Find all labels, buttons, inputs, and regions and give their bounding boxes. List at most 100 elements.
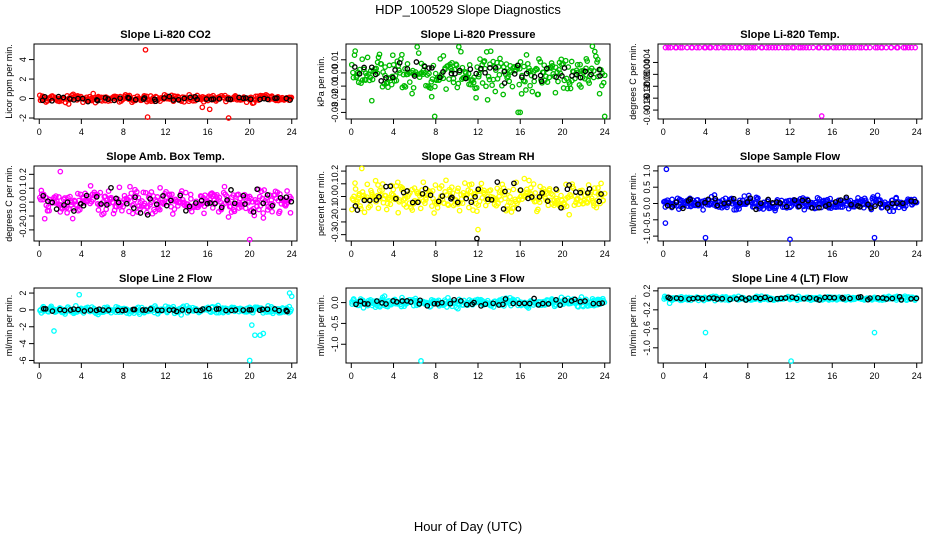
data-point <box>374 298 380 304</box>
data-point <box>799 197 806 204</box>
data-point <box>152 208 159 215</box>
data-point <box>415 199 421 206</box>
data-point <box>443 86 449 92</box>
data-point <box>393 195 399 202</box>
data-point <box>260 215 267 221</box>
data-point <box>454 188 461 194</box>
data-point <box>830 44 837 51</box>
y-tick-label: 2 <box>18 77 28 82</box>
data-point <box>453 62 460 69</box>
data-point <box>387 183 394 190</box>
data-point <box>260 330 267 337</box>
data-point <box>94 97 101 104</box>
y-tick-label: 4 <box>18 57 28 62</box>
y-axis-label: percent per min. <box>316 171 326 236</box>
data-point <box>94 97 100 103</box>
data-point <box>494 179 501 185</box>
data-point <box>57 168 64 175</box>
data-point <box>147 196 153 202</box>
data-point <box>474 208 480 215</box>
data-point <box>49 97 55 104</box>
panel-title: Slope Sample Flow <box>740 151 841 163</box>
data-point <box>409 199 416 206</box>
data-point <box>218 204 225 211</box>
x-tick-label: 16 <box>203 371 213 381</box>
data-point <box>758 200 764 207</box>
data-point <box>537 72 544 79</box>
data-point <box>154 194 161 200</box>
x-tick-label: 4 <box>79 371 84 381</box>
y-tick-label: 0.5 <box>642 181 652 194</box>
panel-title: Slope Line 2 Flow <box>119 273 212 285</box>
data-point <box>133 189 140 195</box>
data-point <box>601 190 608 197</box>
data-point <box>437 55 444 62</box>
data-point <box>358 165 365 172</box>
data-point <box>492 88 499 95</box>
data-point <box>49 199 56 206</box>
data-point <box>570 185 577 192</box>
data-point <box>905 44 912 51</box>
data-point <box>498 60 504 67</box>
data-point <box>867 44 873 51</box>
x-tick-label: 4 <box>391 249 396 259</box>
series-minute <box>37 290 295 364</box>
x-tick-label: 24 <box>912 127 922 137</box>
data-point <box>747 44 754 51</box>
y-tick-label: -0.02 <box>330 89 340 110</box>
data-point <box>209 205 216 211</box>
x-tick-label: 4 <box>703 249 708 259</box>
data-point <box>476 71 482 78</box>
data-point <box>482 301 489 308</box>
x-tick-label: 16 <box>203 127 213 137</box>
data-point <box>225 214 232 220</box>
x-tick-label: 24 <box>600 127 610 137</box>
data-point <box>376 187 383 194</box>
x-tick-label: 4 <box>391 371 396 381</box>
data-point <box>471 299 477 306</box>
data-point <box>152 98 159 105</box>
y-axis-label: ml/min per min. <box>316 295 326 357</box>
data-point <box>808 205 815 211</box>
data-point <box>856 44 863 51</box>
data-point <box>183 207 189 214</box>
data-point <box>596 198 603 205</box>
data-point <box>354 207 361 213</box>
data-point <box>523 52 530 58</box>
y-tick-label: -0.5 <box>330 316 340 332</box>
data-point <box>385 84 391 91</box>
data-point <box>598 191 604 197</box>
points-layer <box>36 46 295 121</box>
data-point <box>760 206 767 212</box>
panel-title: Slope Li-820 Pressure <box>421 29 536 41</box>
data-point <box>284 188 290 194</box>
y-tick-label: 0.0 <box>18 196 28 209</box>
data-point <box>232 307 239 313</box>
data-point <box>531 78 538 85</box>
data-point <box>522 78 528 85</box>
data-point <box>353 301 359 308</box>
x-tick-label: 0 <box>37 249 42 259</box>
data-point <box>487 65 493 71</box>
data-point <box>563 203 570 210</box>
data-point <box>742 44 748 51</box>
data-point <box>662 44 669 51</box>
data-point <box>80 202 87 209</box>
data-point <box>457 298 464 304</box>
data-point <box>168 197 174 204</box>
data-point <box>855 294 862 301</box>
data-point <box>663 166 670 173</box>
data-point <box>552 89 559 96</box>
data-point <box>372 71 379 78</box>
data-point <box>439 299 445 306</box>
data-point <box>446 76 452 82</box>
data-point <box>912 198 919 205</box>
data-point <box>448 70 455 77</box>
data-point <box>240 307 247 313</box>
y-tick-label: 0.01 <box>330 51 340 69</box>
data-point <box>41 215 48 222</box>
data-point <box>224 197 230 203</box>
x-tick-label: 8 <box>745 371 750 381</box>
data-point <box>577 189 584 196</box>
data-point <box>398 303 405 310</box>
